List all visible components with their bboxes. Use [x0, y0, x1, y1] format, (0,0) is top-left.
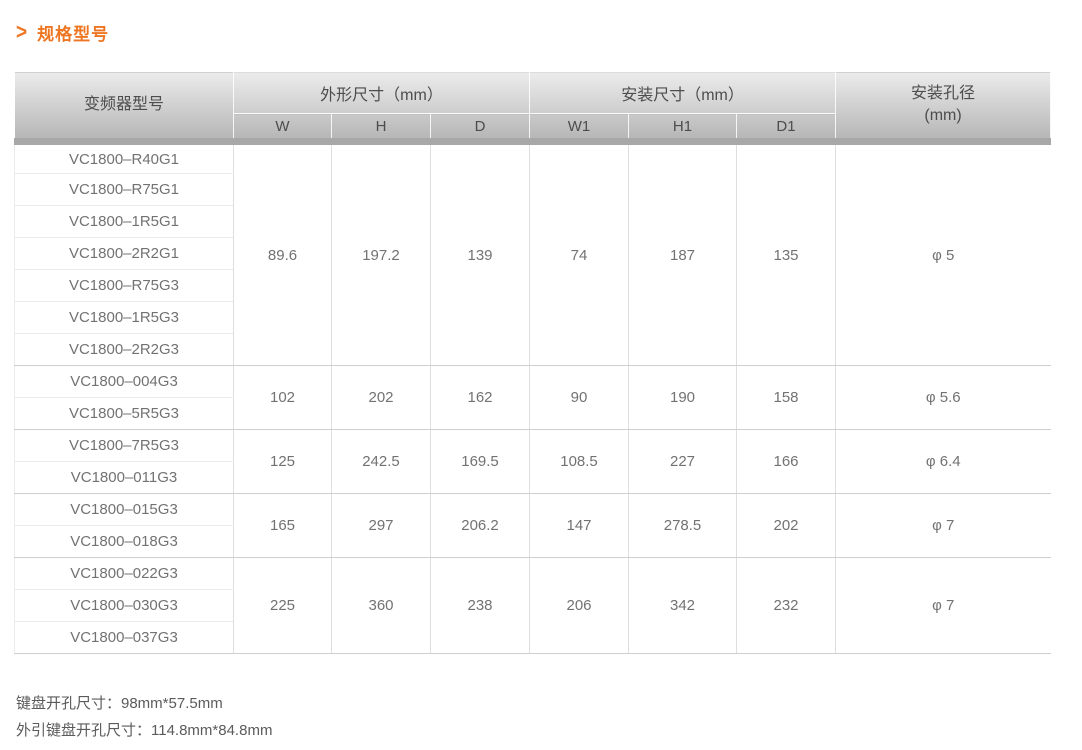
model-cell: VC1800–015G3: [14, 493, 234, 526]
page-title: 规格型号: [37, 25, 110, 44]
col-header-hole-diameter: 安装孔径 (mm): [835, 71, 1052, 145]
model-cell: VC1800–018G3: [14, 525, 234, 558]
col-header-w1: W1: [529, 113, 630, 145]
table-row: VC1800–2R2G1: [14, 237, 1051, 270]
hole-header-line1: 安装孔径: [911, 85, 976, 103]
table-row: VC1800–004G3 102 202 162 90 190 158 φ 5.…: [14, 365, 1051, 430]
table-row: VC1800–011G3: [14, 461, 1051, 494]
external-keypad-cutout-note: 外引键盘开孔尺寸：114.8mm*84.8mm: [16, 722, 273, 739]
dim-w-cell: 225: [233, 557, 332, 654]
table-row: VC1800–2R2G3: [14, 333, 1051, 366]
dim-d-cell: 206.2: [429, 493, 531, 558]
dim-h1-cell: 187: [628, 141, 738, 366]
table-row: VC1800–037G3: [14, 621, 1051, 654]
dim-w1-cell: 74: [529, 141, 630, 366]
dim-d1-cell: 158: [736, 365, 837, 430]
table-row: VC1800–015G3 165 297 206.2 147 278.5 202…: [14, 493, 1051, 558]
footnotes: 键盘开孔尺寸：98mm*57.5mm 外引键盘开孔尺寸：114.8mm*84.8…: [16, 690, 272, 744]
dim-d1-cell: 135: [736, 141, 837, 366]
dim-w1-cell: 206: [529, 557, 630, 654]
dim-w-cell: 89.6: [233, 141, 332, 366]
dim-h-cell: 297: [331, 493, 431, 558]
model-cell: VC1800–7R5G3: [14, 429, 234, 462]
dim-d1-cell: 166: [736, 429, 837, 494]
table-row: VC1800–R75G3: [14, 269, 1051, 302]
hole-diameter-cell: φ 5: [835, 141, 1051, 366]
dim-h-cell: 197.2: [331, 141, 431, 366]
dim-h-cell: 360: [331, 557, 431, 654]
col-header-d1: D1: [736, 113, 837, 145]
hole-diameter-cell: φ 7: [835, 557, 1051, 654]
section-title: > 规格型号: [16, 20, 109, 45]
table-row: VC1800–1R5G1: [14, 205, 1051, 238]
table-row: VC1800–7R5G3 125 242.5 169.5 108.5 227 1…: [14, 429, 1051, 494]
spec-table: 变频器型号 外形尺寸（mm） 安装尺寸（mm） 安装孔径 (mm) W H D …: [14, 71, 1052, 654]
dim-w1-cell: 90: [529, 365, 630, 430]
model-cell: VC1800–2R2G1: [14, 237, 234, 270]
model-cell: VC1800–R75G3: [14, 269, 234, 302]
dim-d-cell: 162: [429, 365, 531, 430]
table-row: VC1800–018G3: [14, 525, 1051, 558]
hole-diameter-cell: φ 5.6: [835, 365, 1051, 430]
dim-h-cell: 242.5: [331, 429, 431, 494]
col-header-d: D: [429, 113, 531, 145]
dim-h1-cell: 278.5: [628, 493, 738, 558]
hole-diameter-cell: φ 6.4: [835, 429, 1051, 494]
model-cell: VC1800–R40G1: [14, 141, 234, 174]
table-row: VC1800–R75G1: [14, 173, 1051, 206]
table-row: VC1800–R40G1 89.6 197.2 139 74 187 135 φ…: [14, 141, 1051, 366]
hole-header-line2: (mm): [924, 107, 962, 124]
model-cell: VC1800–5R5G3: [14, 397, 234, 430]
model-cell: VC1800–037G3: [14, 621, 234, 654]
dim-h-cell: 202: [331, 365, 431, 430]
dim-d-cell: 238: [429, 557, 531, 654]
col-header-install-dims: 安装尺寸（mm）: [529, 71, 837, 114]
chevron-right-icon: >: [16, 19, 28, 44]
table-row: VC1800–5R5G3: [14, 397, 1051, 430]
model-cell: VC1800–1R5G3: [14, 301, 234, 334]
model-cell: VC1800–022G3: [14, 557, 234, 590]
hole-diameter-cell: φ 7: [835, 493, 1051, 558]
model-cell: VC1800–2R2G3: [14, 333, 234, 366]
dim-h1-cell: 342: [628, 557, 738, 654]
dim-h1-cell: 190: [628, 365, 738, 430]
model-cell: VC1800–1R5G1: [14, 205, 234, 238]
dim-w-cell: 102: [233, 365, 332, 430]
dim-d-cell: 139: [429, 141, 531, 366]
dim-w1-cell: 108.5: [529, 429, 630, 494]
table-row: VC1800–030G3: [14, 589, 1051, 622]
dim-w-cell: 165: [233, 493, 332, 558]
dim-h1-cell: 227: [628, 429, 738, 494]
dim-w1-cell: 147: [529, 493, 630, 558]
keypad-cutout-note: 键盘开孔尺寸：98mm*57.5mm: [16, 695, 223, 712]
table-row: VC1800–022G3 225 360 238 206 342 232 φ 7: [14, 557, 1051, 654]
dim-d-cell: 169.5: [429, 429, 531, 494]
table-row: VC1800–1R5G3: [14, 301, 1051, 334]
col-header-w: W: [233, 113, 332, 145]
table-header: 变频器型号 外形尺寸（mm） 安装尺寸（mm） 安装孔径 (mm) W H D …: [14, 71, 1052, 145]
model-cell: VC1800–004G3: [14, 365, 234, 398]
model-cell: VC1800–011G3: [14, 461, 234, 494]
col-header-h: H: [331, 113, 431, 145]
col-header-model: 变频器型号: [14, 71, 234, 145]
col-header-outline-dims: 外形尺寸（mm）: [232, 71, 531, 114]
col-header-h1: H1: [628, 113, 738, 145]
dim-d1-cell: 202: [736, 493, 837, 558]
dim-w-cell: 125: [233, 429, 332, 494]
dim-d1-cell: 232: [736, 557, 837, 654]
model-cell: VC1800–030G3: [14, 589, 234, 622]
model-cell: VC1800–R75G1: [14, 173, 234, 206]
